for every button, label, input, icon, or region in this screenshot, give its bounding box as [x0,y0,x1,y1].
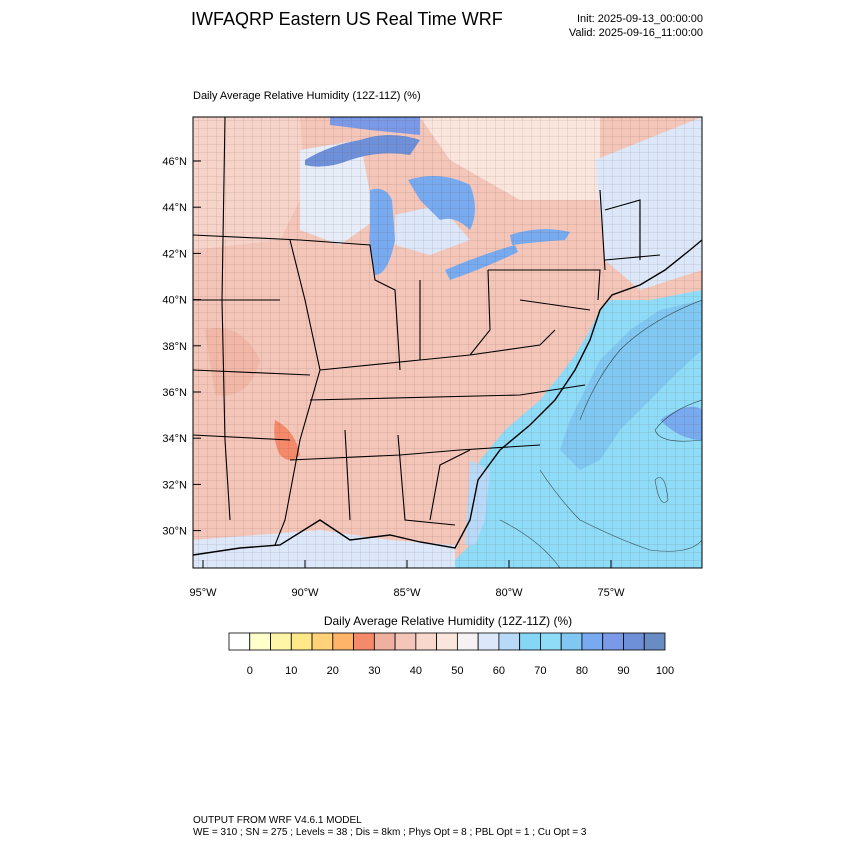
colorbar-swatch [332,632,354,651]
colorbar-tick-label: 0 [247,665,253,677]
colorbar-tick-label: 100 [656,665,674,677]
lat-tick-label: 30°N [162,526,187,538]
lon-tick-label: 75°W [597,587,625,599]
colorbar-swatch [581,632,604,651]
lat-tick-label: 38°N [162,341,187,353]
lat-tick-label: 42°N [162,248,187,260]
state-boundaries [193,117,661,546]
colorbar-tick-label: 30 [368,665,380,677]
colorbar-swatch [436,632,458,651]
colorbar-swatch [415,632,438,651]
colorbar: 0 10 20 30 40 50 60 70 80 90 100 [228,632,674,677]
colorbar-tick-label: 80 [576,665,588,677]
lat-tick-label: 40°N [162,295,187,307]
colorbar-swatch [519,632,541,651]
colorbar-tick-label: 50 [451,665,463,677]
colorbar-swatch [623,632,645,651]
coastline [193,239,702,556]
lat-tick-label: 34°N [162,433,187,445]
colorbar-swatch [456,632,479,651]
colorbar-tick-label: 90 [617,665,629,677]
colorbar-swatch [290,632,313,651]
init-time-label: Init: 2025-09-13_00:00:00 [577,13,703,25]
colorbar-tick-label: 20 [327,665,339,677]
lat-tick-label: 46°N [162,156,187,168]
colorbar-swatch [540,632,562,651]
plot-title: IWFAQRP Eastern US Real Time WRF [191,9,503,29]
lon-tick-label: 95°W [189,587,217,599]
colorbar-title: Daily Average Relative Humidity (12Z-11Z… [323,614,573,628]
colorbar-swatch [249,632,271,651]
colorbar-swatch [394,632,417,651]
lat-tick-label: 44°N [162,202,187,214]
colorbar-swatch [270,632,292,651]
lon-tick-label: 80°W [495,587,523,599]
latitude-axis: 46°N 44°N 42°N 40°N 38°N 36°N 34°N 32°N 30°N [162,156,201,538]
colorbar-swatch [353,632,375,651]
colorbar-swatch [311,632,334,651]
lat-tick-label: 32°N [162,479,187,491]
footer-config-line: WE = 310 ; SN = 275 ; Levels = 38 ; Dis … [193,827,587,838]
colorbar-swatch [477,632,500,651]
county-lines [193,117,702,568]
colorbar-swatch [602,632,624,651]
colorbar-tick-label: 70 [534,665,546,677]
colorbar-swatch [373,632,396,651]
map-subtitle: Daily Average Relative Humidity (12Z-11Z… [193,90,421,102]
footer-model-line: OUTPUT FROM WRF V4.6.1 MODEL [193,815,362,826]
lon-tick-label: 85°W [393,587,421,599]
ocean-contours [499,299,702,568]
map-area [193,117,702,568]
colorbar-swatch [498,632,521,651]
map-frame [192,116,703,569]
valid-time-label: Valid: 2025-09-16_11:00:00 [568,27,703,39]
colorbar-swatch [560,632,583,651]
longitude-axis: 95°W 90°W 85°W 80°W 75°W [189,560,625,599]
colorbar-tick-label: 10 [285,665,297,677]
colorbar-tick-label: 40 [410,665,422,677]
lat-tick-label: 36°N [162,387,187,399]
colorbar-swatch [643,632,666,651]
colorbar-swatch [228,632,251,651]
colorbar-tick-label: 60 [493,665,505,677]
lon-tick-label: 90°W [291,587,319,599]
